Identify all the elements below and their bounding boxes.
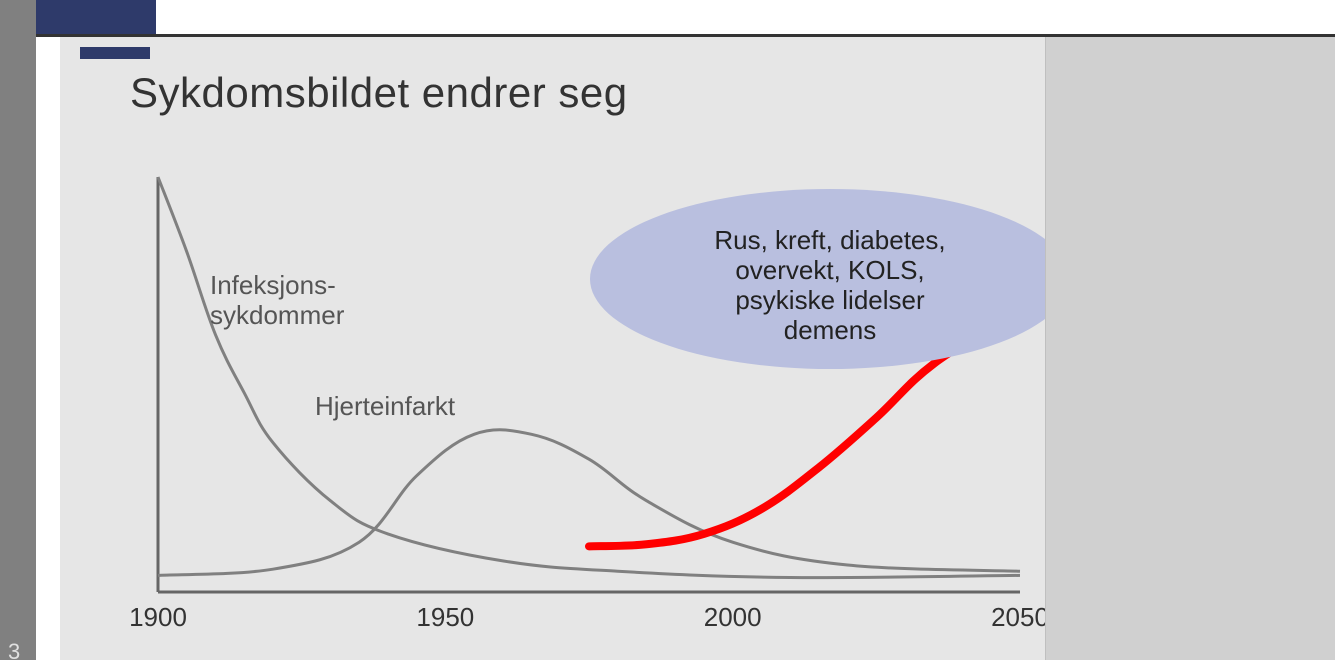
callout-text-line: demens bbox=[784, 315, 877, 345]
callout-text-line: psykiske lidelser bbox=[735, 285, 925, 315]
top-accent-bar bbox=[36, 0, 156, 34]
chart-callout: Rus, kreft, diabetes,overvekt, KOLS,psyk… bbox=[590, 189, 1045, 369]
right-shade-panel bbox=[1046, 37, 1335, 660]
callout-text-line: Rus, kreft, diabetes, bbox=[714, 225, 945, 255]
page-number: 3 bbox=[8, 639, 20, 660]
slide-body: Sykdomsbildet endrer seg Rus, kreft, dia… bbox=[60, 37, 1046, 660]
series-label-hjerteinfarkt: Hjerteinfarkt bbox=[315, 391, 456, 421]
x-tick-label: 1900 bbox=[129, 602, 187, 632]
x-tick-label: 2000 bbox=[704, 602, 762, 632]
chart: Rus, kreft, diabetes,overvekt, KOLS,psyk… bbox=[60, 37, 1045, 660]
series-label-infeksjon: Infeksjons- bbox=[210, 270, 336, 300]
left-sidebar bbox=[0, 0, 36, 660]
callout-text-line: overvekt, KOLS, bbox=[735, 255, 924, 285]
series-label-infeksjon: sykdommer bbox=[210, 300, 345, 330]
x-tick-label: 1950 bbox=[416, 602, 474, 632]
chart-x-ticks: 1900 1950 2000 2050 bbox=[129, 602, 1045, 632]
x-tick-label: 2050 bbox=[991, 602, 1045, 632]
series-hjerteinfarkt bbox=[158, 430, 1020, 576]
